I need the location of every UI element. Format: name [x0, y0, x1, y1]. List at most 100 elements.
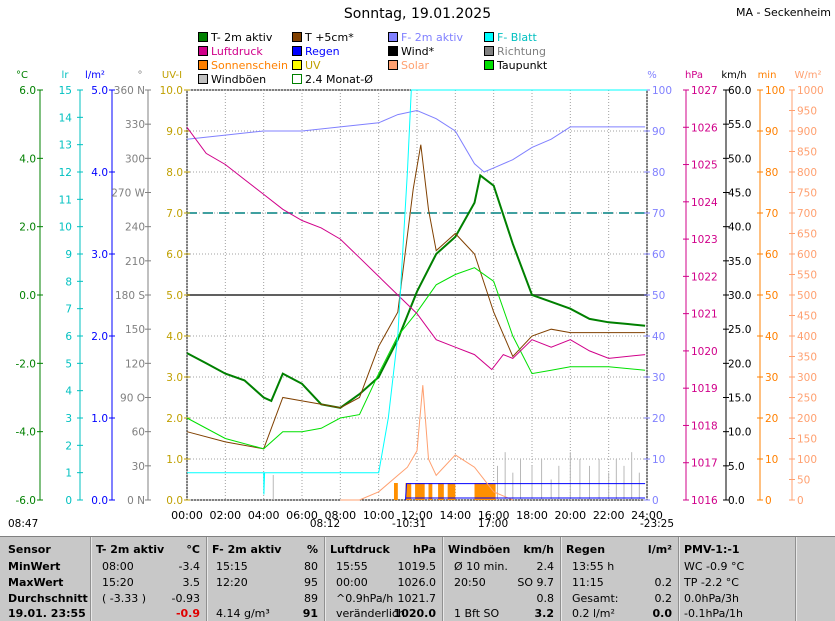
column-separator [795, 537, 797, 621]
sunshine-bar [415, 483, 425, 500]
axis-tick-label: 100 [652, 85, 672, 97]
axis-header-temp: °C [16, 70, 28, 81]
legend-swatch [198, 46, 208, 56]
legend-item: Wind* [388, 45, 434, 58]
x-tick-label: 24:00 [631, 509, 663, 522]
legend-label: F- 2m aktiv [401, 31, 463, 44]
legend-item: 2.4 Monat-Ø [292, 73, 373, 86]
axis-tick-label: 0.0 [728, 495, 745, 507]
x-tick-label: 12:00 [401, 509, 433, 522]
axis-tick-label: 10 [765, 454, 778, 466]
axis-tick-label: 30.0 [728, 290, 751, 302]
table-cell: 08:00 [102, 560, 134, 573]
axis-tick-label: 1019 [691, 383, 718, 395]
series-line [186, 173, 646, 409]
x-tick-label: 04:00 [248, 509, 280, 522]
axis-tick-label: 70 [652, 208, 665, 220]
legend-item: Richtung [484, 45, 546, 58]
axis-tick-label: 9.0 [166, 126, 183, 138]
axis-tick-label: 330 [125, 119, 145, 131]
axis-tick-label: 2.0 [91, 331, 108, 343]
sunshine-bar [438, 483, 444, 500]
axis-tick-label: 0 [765, 495, 772, 507]
axis-tick-label: 3 [65, 413, 72, 425]
table-header-unit: hPa [412, 543, 436, 556]
legend-swatch [198, 60, 208, 70]
legend-label: Windböen [211, 73, 267, 86]
legend-item: UV [292, 59, 321, 72]
axis-tick-label: 240 [125, 222, 145, 234]
footer-time: 08:47 [8, 518, 38, 530]
table-value: 91 [302, 607, 318, 620]
axis-tick-label: -4.0 [16, 427, 37, 439]
table-cell: 15:55 [336, 560, 368, 573]
axis-tick-label: 90 [765, 126, 778, 138]
column-separator [442, 537, 444, 621]
axis-tick-label: 60 [652, 249, 665, 261]
axis-tick-label: 13 [59, 140, 72, 152]
legend-item: Solar [388, 59, 429, 72]
legend-label: Regen [305, 45, 340, 58]
table-value: 0.2 [654, 576, 673, 589]
table-header: PMV-1:-1 [684, 543, 740, 556]
x-tick-label: 14:00 [439, 509, 471, 522]
axis-tick-label: 10.0 [160, 85, 183, 97]
x-tick-label: 00:00 [171, 509, 203, 522]
legend-item: Luftdruck [198, 45, 263, 58]
axis-tick-label: 40 [765, 331, 778, 343]
axis-tick-label: 2.0 [19, 222, 36, 234]
row-label: MaxWert [8, 576, 64, 589]
axis-tick-label: 3.0 [91, 249, 108, 261]
legend-swatch [388, 60, 398, 70]
axis-tick-label: 50 [652, 290, 665, 302]
legend-swatch [292, 74, 302, 84]
axis-tick-label: 1025 [691, 160, 718, 172]
axis-tick-label: 20 [765, 413, 778, 425]
axis-tick-label: 300 [125, 153, 145, 165]
axis-tick-label: 20.0 [728, 358, 751, 370]
axis-tick-label: 150 [797, 434, 817, 446]
legend-swatch [198, 32, 208, 42]
axis-tick-label: 150 [125, 324, 145, 336]
axis-tick-label: 0.0 [91, 495, 108, 507]
column-separator [560, 537, 562, 621]
table-value: SO 9.7 [517, 576, 554, 589]
axis-tick-label: 6.0 [166, 249, 183, 261]
axis-tick-label: 1.0 [91, 413, 108, 425]
table-cell: ^0.9hPa/h [336, 592, 394, 605]
table-cell: Gesamt: [572, 592, 619, 605]
axis-tick-label: -6.0 [16, 495, 37, 507]
table-header: Luftdruck [330, 543, 390, 556]
axis-tick-label: 700 [797, 208, 817, 220]
axis-header-press: hPa [685, 70, 703, 81]
row-label: Durchschnitt [8, 592, 88, 605]
axis-tick-label: 0 N [127, 495, 145, 507]
axis-tick-label: 15.0 [728, 393, 751, 405]
table-value: 1020.0 [393, 607, 436, 620]
axis-tick-label: 650 [797, 229, 817, 241]
x-tick-label: 18:00 [516, 509, 548, 522]
axis-tick-label: 30 [652, 372, 665, 384]
x-tick-label: 16:00 [478, 509, 510, 522]
axis-tick-label: 20 [652, 413, 665, 425]
x-tick-label: 06:00 [286, 509, 318, 522]
axis-tick-label: 80 [652, 167, 665, 179]
legend-label: Richtung [497, 45, 546, 58]
axis-header-rain: l/m² [85, 70, 105, 81]
axis-tick-label: 5.0 [91, 85, 108, 97]
axis-tick-label: 30 [132, 461, 145, 473]
table-value: 89 [304, 592, 318, 605]
row-label: MinWert [8, 560, 61, 573]
axis-tick-label: 400 [797, 331, 817, 343]
axis-tick-label: 7.0 [166, 208, 183, 220]
axis-tick-label: 3.0 [166, 372, 183, 384]
legend-item: T +5cm* [292, 31, 354, 44]
axis-tick-label: 14 [59, 112, 73, 124]
axis-tick-label: 50 [765, 290, 778, 302]
axis-tick-label: 6 [65, 331, 72, 343]
table-value: 0.8 [536, 592, 555, 605]
axis-tick-label: 850 [797, 147, 817, 159]
x-tick-label: 02:00 [209, 509, 241, 522]
axis-tick-label: 25.0 [728, 324, 751, 336]
table-value: 1021.7 [397, 592, 437, 605]
